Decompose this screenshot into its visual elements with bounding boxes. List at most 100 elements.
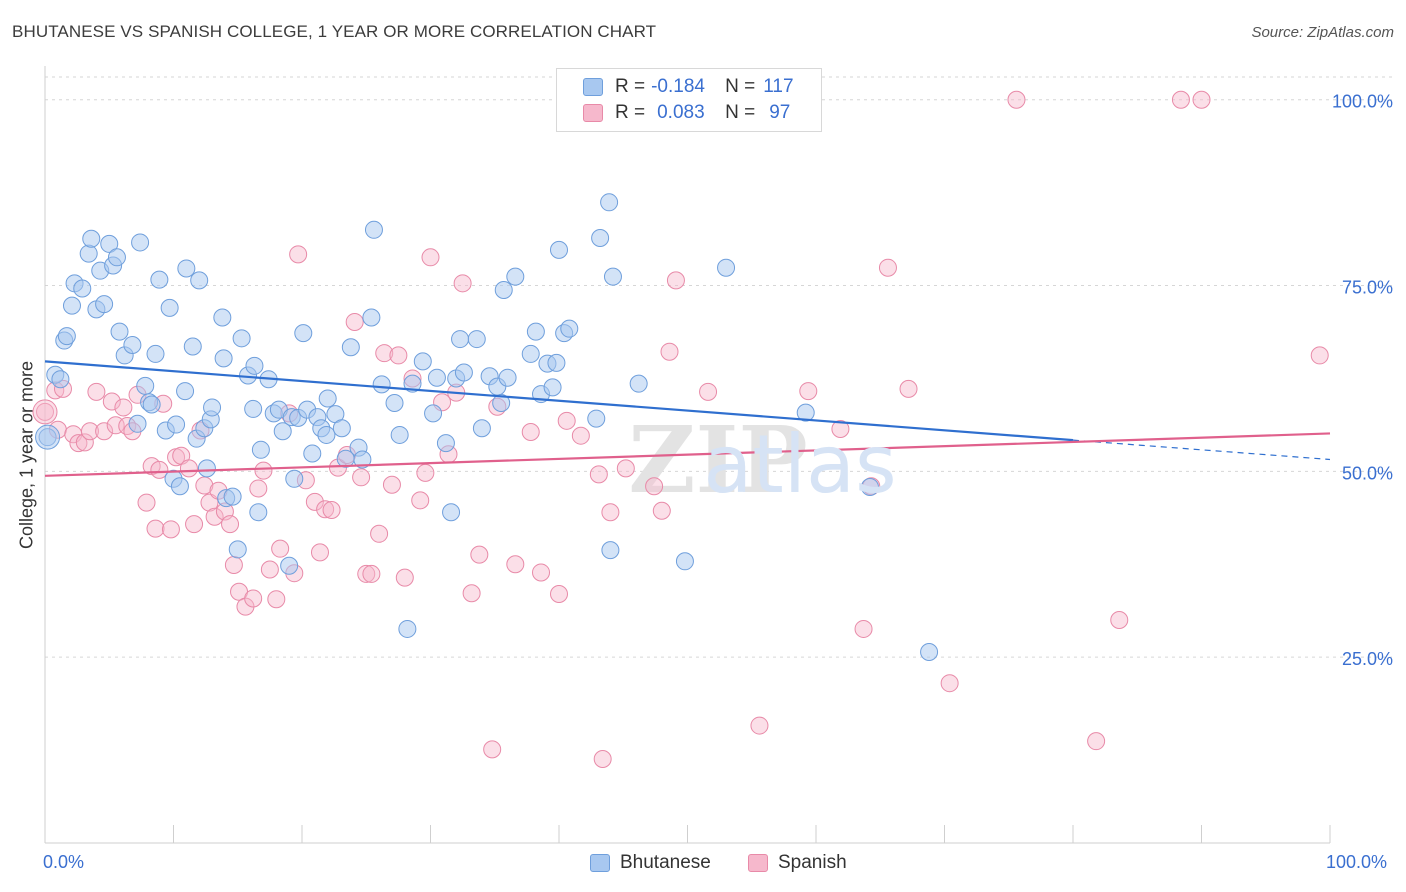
spanish-point xyxy=(1087,732,1106,751)
spanish-point xyxy=(244,589,263,608)
spanish-point xyxy=(345,312,364,331)
bhutanese-point xyxy=(183,337,202,356)
bhutanese-point xyxy=(280,556,299,575)
spanish-point xyxy=(224,556,243,575)
spanish-point xyxy=(370,524,389,543)
watermark: ZIP xyxy=(628,406,807,514)
bhutanese-point xyxy=(146,344,165,363)
spanish-point xyxy=(593,750,612,769)
bhutanese-point xyxy=(560,319,579,338)
spanish-point xyxy=(75,433,94,452)
x-tick-label-max: 100.0% xyxy=(1326,852,1388,872)
spanish-swatch xyxy=(748,854,768,872)
spanish-point xyxy=(150,460,169,479)
bhutanese-point xyxy=(107,248,126,267)
bhutanese-point xyxy=(294,324,313,343)
bhutanese-point xyxy=(176,382,195,401)
bhutanese-point xyxy=(591,228,610,247)
bhutanese-point xyxy=(451,330,470,349)
bhutanese-point xyxy=(467,330,486,349)
spanish-point xyxy=(699,382,718,401)
spanish-point xyxy=(260,560,279,579)
bhutanese-point xyxy=(95,295,114,314)
bhutanese-point xyxy=(364,220,383,239)
axes xyxy=(44,66,1331,844)
spanish-point xyxy=(80,422,99,441)
spanish-point xyxy=(571,426,590,445)
spanish-point xyxy=(87,382,106,401)
bhutanese-point xyxy=(675,552,694,571)
spanish-point xyxy=(289,245,308,264)
spanish-point xyxy=(305,492,324,511)
bhutanese-point xyxy=(62,296,81,315)
spanish-point xyxy=(32,399,58,425)
spanish-point xyxy=(899,379,918,398)
spanish-point xyxy=(95,422,114,441)
trend-lines xyxy=(44,360,1331,477)
bhutanese-point xyxy=(603,267,622,286)
spanish-point xyxy=(185,515,204,534)
spanish-point xyxy=(799,382,818,401)
bhutanese-point xyxy=(492,393,511,412)
bhutanese-point xyxy=(170,477,189,496)
spanish-point xyxy=(102,392,121,411)
spanish-point xyxy=(660,342,679,361)
legend-item-bhutanese[interactable]: Bhutanese xyxy=(590,852,711,874)
spanish-point xyxy=(271,539,290,558)
spanish-point xyxy=(940,674,959,693)
bhutanese-point xyxy=(214,349,233,368)
bhutanese-point xyxy=(424,404,443,423)
spanish-point xyxy=(352,468,371,487)
bhutanese-point xyxy=(318,389,337,408)
bhutanese-point xyxy=(543,378,562,397)
spanish-point xyxy=(666,271,685,290)
bhutanese-point xyxy=(353,450,372,469)
spanish-point xyxy=(114,398,133,417)
bhutanese-point xyxy=(190,271,209,290)
bhutanese-point xyxy=(110,322,129,341)
spanish-point xyxy=(645,477,664,496)
bhutanese-point xyxy=(285,469,304,488)
legend-item-spanish[interactable]: Spanish xyxy=(748,852,847,874)
spanish-point xyxy=(416,463,435,482)
spanish-point xyxy=(161,520,180,539)
bhutanese-point xyxy=(197,459,216,478)
bhutanese-point xyxy=(73,279,92,298)
bhutanese-point xyxy=(232,329,251,348)
spanish-point xyxy=(254,461,273,480)
spanish-point xyxy=(1110,611,1129,630)
n-value: 117 xyxy=(763,76,794,97)
correlation-legend: R = -0.184 N = 117 R = 0.083 N = 97 xyxy=(556,68,822,132)
bhutanese-point xyxy=(398,619,417,638)
bhutanese-point xyxy=(717,258,736,277)
bhutanese-trend-extension xyxy=(1072,439,1331,461)
bhutanese-swatch xyxy=(583,78,603,96)
bhutanese-point xyxy=(82,229,101,248)
spanish-point xyxy=(652,501,671,520)
legend-label-spanish: Spanish xyxy=(778,852,847,873)
legend-row-spanish: R = 0.083 N = 97 xyxy=(583,101,790,125)
legend-row-bhutanese: R = -0.184 N = 117 xyxy=(583,75,794,99)
y-axis-label: College, 1 year or more xyxy=(16,360,37,550)
bhutanese-point xyxy=(51,370,70,389)
r-value: -0.184 xyxy=(651,76,705,97)
bhutanese-point xyxy=(142,395,161,414)
bhutanese-point xyxy=(587,409,606,428)
chart-title: BHUTANESE VS SPANISH COLLEGE, 1 YEAR OR … xyxy=(12,22,657,41)
spanish-point xyxy=(267,590,286,609)
y-tick-label: 75.0% xyxy=(1342,278,1393,298)
bhutanese-swatch xyxy=(590,854,610,872)
r-value: 0.083 xyxy=(657,102,705,123)
n-label: N = xyxy=(725,102,756,123)
spanish-point xyxy=(483,740,502,759)
spanish-point xyxy=(137,493,156,512)
spanish-point xyxy=(453,274,472,293)
bhutanese-point xyxy=(57,327,76,346)
bhutanese-point xyxy=(244,399,263,418)
spanish-point xyxy=(750,716,769,735)
legend-label-bhutanese: Bhutanese xyxy=(620,852,711,873)
spanish-swatch xyxy=(583,104,603,122)
n-label: N = xyxy=(725,76,756,97)
bhutanese-point xyxy=(128,414,147,433)
bhutanese-point xyxy=(167,415,186,434)
